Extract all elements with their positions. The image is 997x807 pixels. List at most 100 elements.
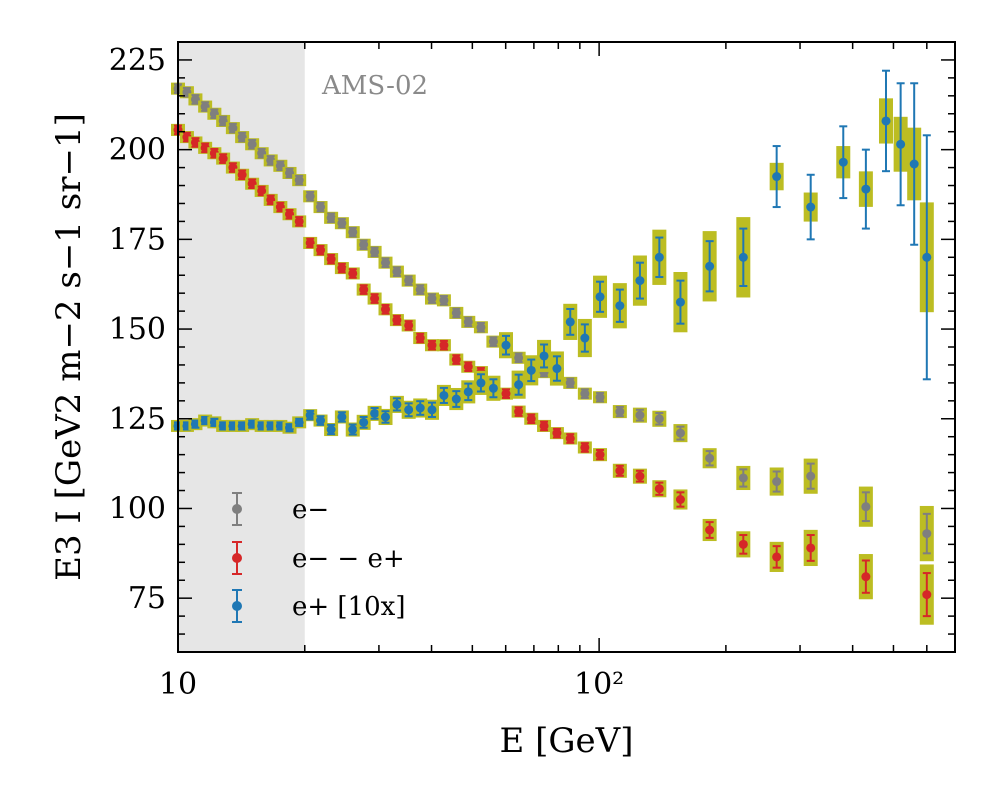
legend-marker <box>232 553 242 563</box>
data-point <box>415 333 425 343</box>
data-point <box>427 294 437 304</box>
data-point <box>415 403 425 413</box>
data-point <box>381 258 391 268</box>
data-point <box>237 421 247 431</box>
data-point <box>514 380 524 390</box>
data-point <box>539 421 549 431</box>
x-tick-label: 10² <box>574 667 624 702</box>
x-tick-label: 10 <box>159 667 197 702</box>
y-tick-label: 175 <box>109 222 166 257</box>
data-point <box>348 227 358 237</box>
data-point <box>806 202 816 212</box>
data-point <box>675 297 685 307</box>
data-point <box>881 116 891 126</box>
data-point <box>359 417 369 427</box>
data-point <box>476 322 486 332</box>
data-point <box>526 365 536 375</box>
data-point <box>501 340 511 350</box>
legend-label: e− <box>292 495 329 525</box>
data-point <box>615 466 625 476</box>
data-point <box>337 263 347 273</box>
data-point <box>247 179 257 189</box>
y-axis-label: E3 I [GeV2 m−2 s−1 sr−1] <box>49 113 89 581</box>
data-point <box>370 294 380 304</box>
data-point <box>772 477 782 487</box>
data-point <box>909 159 919 169</box>
data-point <box>806 543 816 553</box>
data-point <box>266 155 276 165</box>
data-point <box>247 139 257 149</box>
data-point <box>451 308 461 318</box>
data-point <box>218 154 228 164</box>
data-point <box>896 139 906 149</box>
data-point <box>552 364 562 374</box>
y-tick-label: 100 <box>109 491 166 526</box>
data-point <box>348 268 358 278</box>
data-point <box>580 333 590 343</box>
data-point <box>247 419 257 429</box>
data-point <box>488 383 498 393</box>
data-point <box>266 421 276 431</box>
x-axis-label: E [GeV] <box>500 721 634 761</box>
data-point <box>451 394 461 404</box>
data-point <box>359 240 369 250</box>
data-point <box>514 407 524 417</box>
data-point <box>190 137 200 147</box>
data-point <box>580 389 590 399</box>
legend: e− e− − e+ e+ [10x] <box>232 492 405 623</box>
legend-marker <box>232 601 242 611</box>
data-point <box>294 175 304 185</box>
data-point <box>190 94 200 104</box>
data-point <box>675 428 685 438</box>
data-point <box>705 261 715 271</box>
data-point <box>476 378 486 388</box>
data-point <box>451 355 461 365</box>
data-point <box>316 416 326 426</box>
y-tick-label: 150 <box>109 312 166 347</box>
data-point <box>772 172 782 182</box>
data-point <box>635 471 645 481</box>
data-point <box>595 392 605 402</box>
data-point <box>539 351 549 361</box>
data-point <box>316 202 326 212</box>
data-point <box>285 209 295 219</box>
data-point <box>237 170 247 180</box>
data-point <box>705 453 715 463</box>
data-point <box>738 252 748 262</box>
data-point <box>392 267 402 277</box>
data-point <box>463 362 473 372</box>
data-point <box>922 590 932 600</box>
data-point <box>738 539 748 549</box>
data-point <box>294 216 304 226</box>
data-point <box>501 389 511 399</box>
data-point <box>675 495 685 504</box>
data-point <box>305 191 315 201</box>
data-point <box>595 450 605 460</box>
data-point <box>359 285 369 295</box>
data-point <box>237 132 247 142</box>
data-point <box>294 417 304 427</box>
data-point <box>218 421 228 431</box>
data-point <box>316 245 326 255</box>
data-point <box>654 414 664 424</box>
data-point <box>392 399 402 409</box>
y-tick-label: 75 <box>128 581 166 616</box>
data-point <box>565 317 575 327</box>
data-point <box>427 340 437 350</box>
data-point <box>381 304 391 314</box>
series-2 <box>171 69 934 437</box>
y-tick-label: 225 <box>109 43 166 78</box>
data-point <box>552 428 562 438</box>
data-point <box>285 168 295 178</box>
data-point <box>381 412 391 422</box>
data-point <box>463 387 473 397</box>
data-point <box>861 502 871 512</box>
data-point <box>404 276 414 286</box>
data-point <box>285 423 295 433</box>
data-point <box>392 315 402 325</box>
data-point <box>439 295 449 305</box>
legend-label: e− − e+ <box>292 544 405 574</box>
data-point <box>565 378 575 388</box>
data-point <box>635 276 645 286</box>
data-point <box>190 419 200 429</box>
